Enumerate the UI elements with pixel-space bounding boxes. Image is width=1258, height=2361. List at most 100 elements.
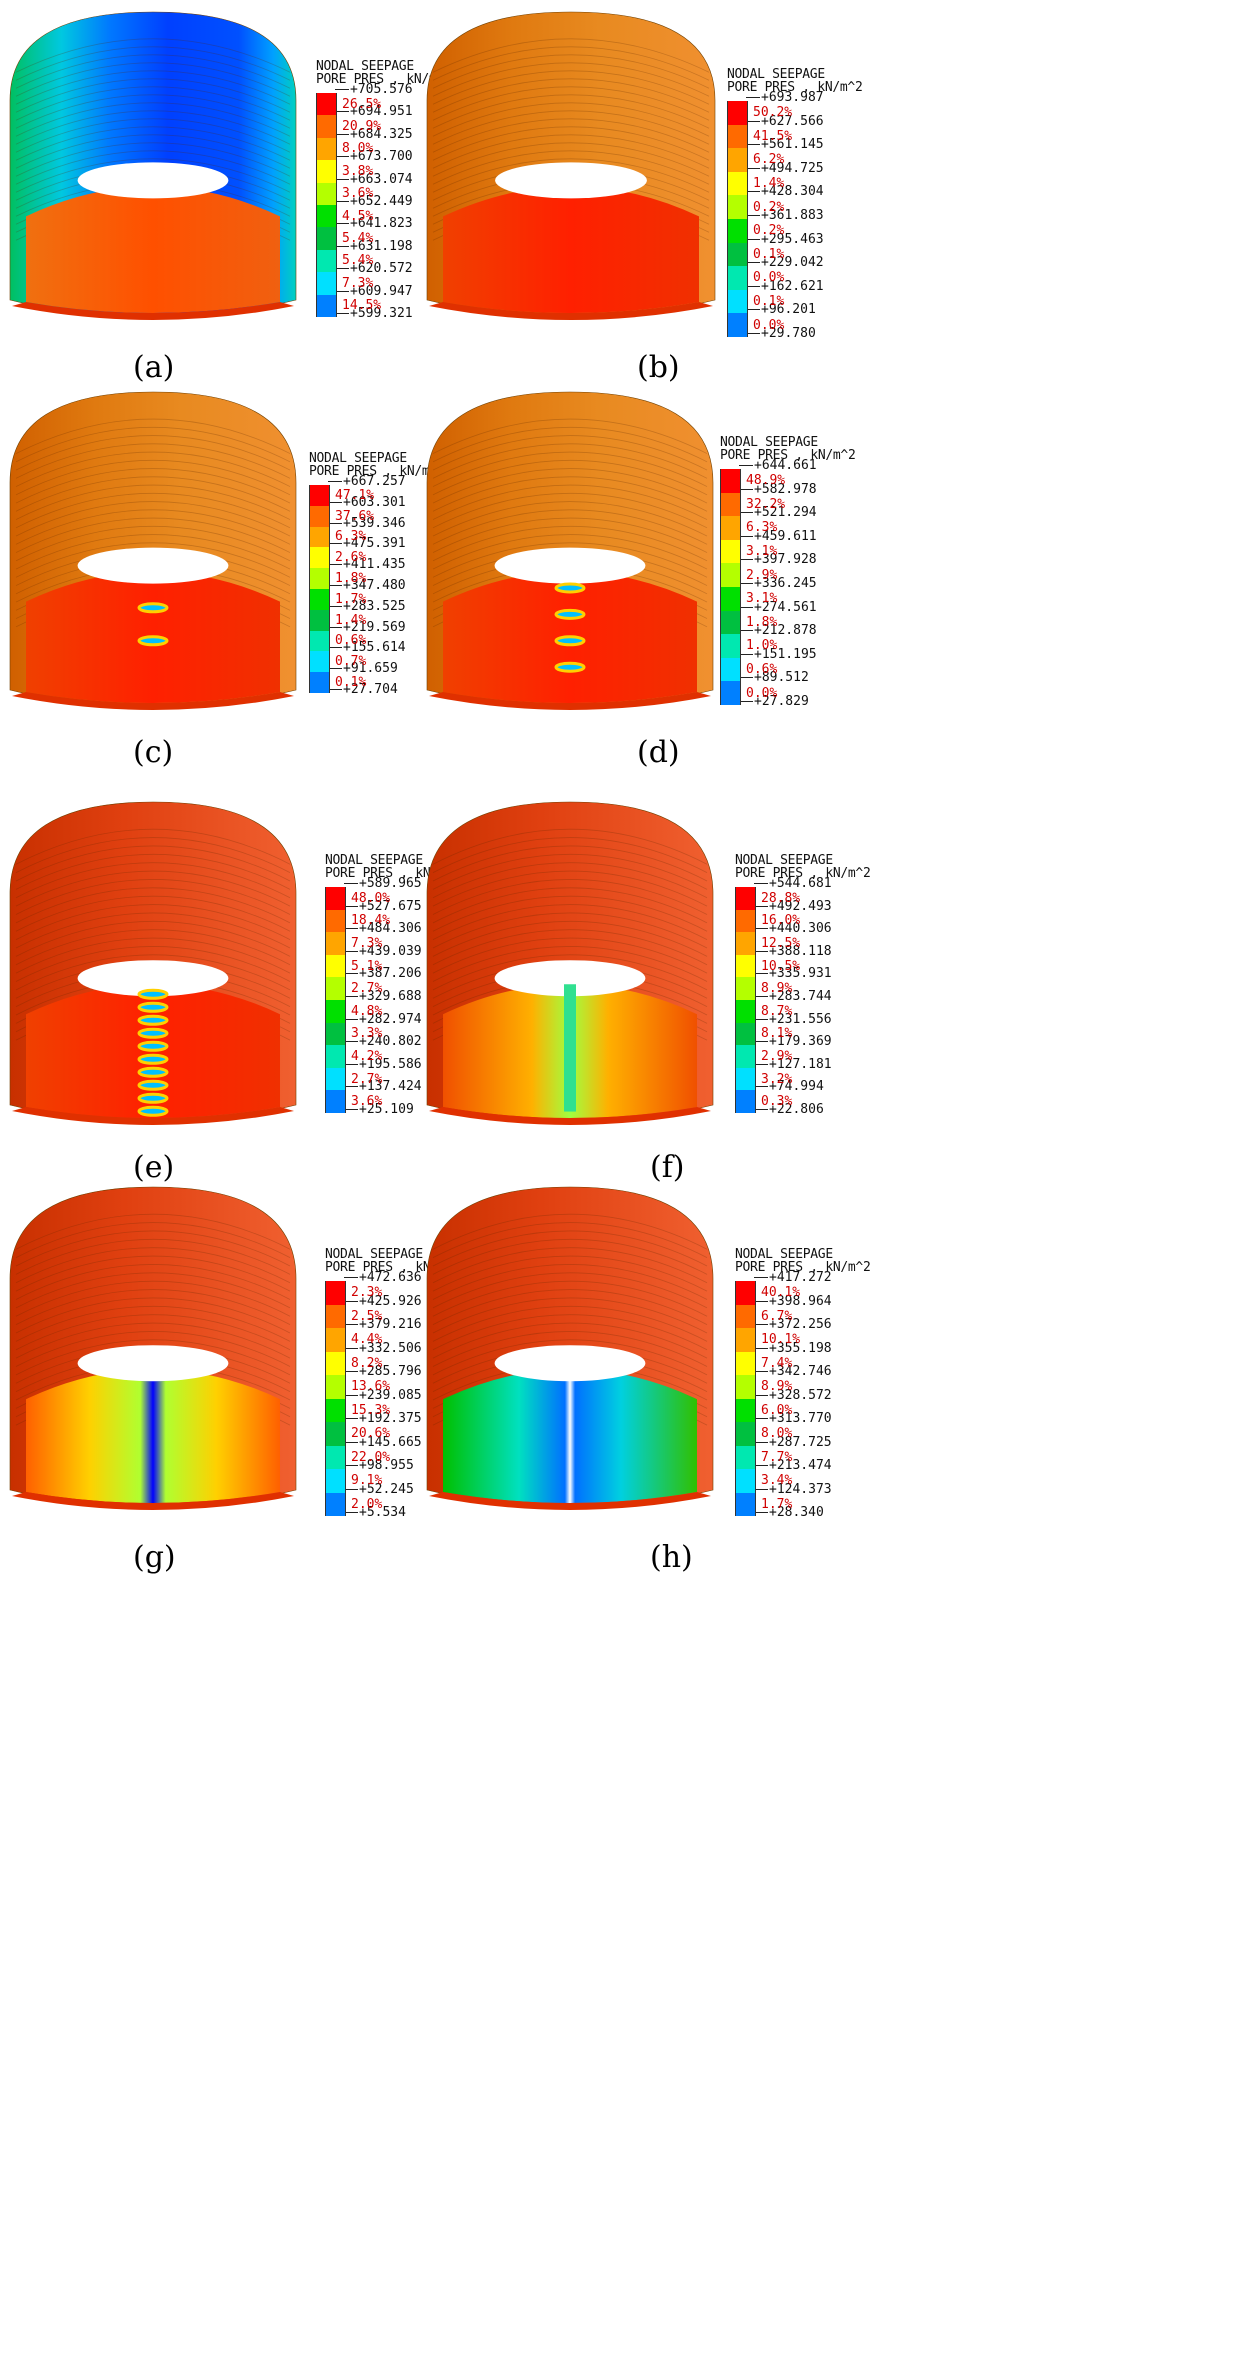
- legend-title: NODAL SEEPAGE: [316, 59, 414, 74]
- tunnel-contour-plot: [9, 801, 297, 1125]
- legend-value: +332.506: [344, 1341, 422, 1356]
- legend-row: 3.6%: [325, 1090, 382, 1113]
- legend-row: 2.7%: [325, 977, 382, 1000]
- legend-value: +283.525: [328, 599, 406, 614]
- legend-row: 0.2%: [727, 195, 784, 219]
- legend-value: +484.306: [344, 922, 422, 936]
- legend-swatch: [325, 1445, 346, 1469]
- legend-percent: 5.4%: [342, 231, 374, 247]
- legend-value: +561.145: [746, 138, 824, 152]
- panel-caption: (f): [650, 1150, 685, 1185]
- legend-swatch: [325, 1469, 346, 1493]
- legend-row: 0.0%: [727, 313, 784, 337]
- legend-swatch: [727, 266, 748, 290]
- legend-percent: 12.5%: [761, 935, 801, 951]
- panel-caption: (c): [133, 735, 173, 770]
- legend-swatch: [325, 887, 346, 910]
- color-legend: NODAL SEEPAGE PORE PRES , kN/m^2 +417.272 +…: [735, 1248, 935, 1520]
- legend-percent: 48.0%: [351, 890, 391, 906]
- legend-row: 1.7%: [309, 589, 366, 610]
- legend-row: 32.2%: [720, 492, 785, 517]
- legend-percent: 0.0%: [753, 270, 785, 286]
- legend-row: 1.0%: [720, 634, 777, 658]
- legend-value: +219.569: [328, 620, 406, 635]
- legend-value: +124.373: [754, 1482, 832, 1497]
- legend-value: +212.878: [739, 624, 817, 638]
- legend-percent: 6.7%: [761, 1308, 793, 1324]
- legend-percent: 1.7%: [761, 1496, 793, 1512]
- legend-value: +145.665: [344, 1435, 422, 1450]
- legend-value: +527.675: [344, 899, 422, 914]
- legend-percent: 7.3%: [342, 275, 374, 291]
- legend-percent: 10.5%: [761, 958, 801, 974]
- legend-percent: 5.1%: [351, 958, 383, 974]
- legend-swatch: [325, 1067, 346, 1091]
- legend-percent: 8.9%: [761, 1379, 793, 1395]
- legend-percent: 40.1%: [761, 1285, 801, 1301]
- legend-row: 8.9%: [735, 977, 792, 1000]
- legend-value: +440.306: [754, 922, 832, 936]
- legend-title: NODAL SEEPAGE: [325, 853, 423, 868]
- legend-row: 4.4%: [325, 1328, 382, 1352]
- color-legend: NODAL SEEPAGE PORE PRES , kN/m^2 +644.661 +…: [720, 436, 920, 709]
- legend-percent: 16.0%: [761, 913, 801, 929]
- legend-row: 26.5%: [316, 93, 381, 116]
- legend-swatch: [735, 887, 756, 910]
- legend-row: 14.5%: [316, 294, 381, 317]
- legend-percent: 8.0%: [761, 1426, 793, 1442]
- legend-value: +705.576: [335, 83, 413, 97]
- legend-value: +89.512: [739, 671, 809, 685]
- legend-row: 3.2%: [735, 1067, 792, 1091]
- legend-value: +27.704: [328, 683, 398, 697]
- legend-percent: 0.6%: [335, 633, 367, 649]
- legend-value: +328.572: [754, 1388, 832, 1403]
- panel-caption-text: (h): [650, 1540, 693, 1575]
- legend-row: 18.4%: [325, 909, 390, 933]
- legend-swatch: [735, 1304, 756, 1328]
- legend-row: 0.1%: [309, 672, 366, 693]
- legend-row: 4.5%: [316, 205, 373, 228]
- legend-swatch: [325, 1328, 346, 1352]
- legend-swatch: [720, 657, 741, 682]
- legend-percent: 7.3%: [351, 935, 383, 951]
- legend-value: +459.611: [739, 529, 817, 544]
- color-legend: NODAL SEEPAGE PORE PRES , kN/m^2 +544.681 +…: [735, 854, 935, 1117]
- legend-swatch: [735, 932, 756, 955]
- panel-caption-text: (d): [637, 735, 680, 770]
- legend-swatch: [325, 1045, 346, 1068]
- legend-row: 3.4%: [735, 1469, 792, 1493]
- legend-percent: 0.1%: [335, 675, 367, 691]
- legend-title: NODAL SEEPAGE: [720, 435, 818, 450]
- color-legend: NODAL SEEPAGE PORE PRES , kN/m^2 +472.636 +…: [325, 1248, 525, 1520]
- legend-percent: 1.8%: [335, 571, 367, 587]
- legend-value: +620.572: [335, 262, 413, 276]
- legend-swatch: [309, 651, 330, 673]
- panel-caption: (h): [650, 1540, 693, 1575]
- legend-swatch: [309, 485, 330, 506]
- legend-percent: 4.4%: [351, 1332, 383, 1348]
- legend-value: +673.700: [335, 150, 413, 164]
- legend-swatch: [720, 610, 741, 635]
- legend-value: +229.042: [746, 256, 824, 270]
- legend-percent: 20.6%: [351, 1426, 391, 1442]
- legend-percent: 0.3%: [761, 1094, 793, 1110]
- legend-value: +285.796: [344, 1365, 422, 1379]
- legend-percent: 2.9%: [746, 567, 778, 583]
- panel-caption-text: (a): [133, 350, 175, 385]
- legend-value: +329.688: [344, 990, 422, 1004]
- legend-percent: 1.4%: [753, 176, 785, 192]
- legend-row: 22.0%: [325, 1445, 390, 1469]
- legend-value: +96.201: [746, 303, 816, 317]
- legend-percent: 8.1%: [761, 1026, 793, 1042]
- legend-row: 2.3%: [325, 1281, 382, 1305]
- legend-percent: 6.3%: [746, 520, 778, 536]
- legend-value: +29.780: [746, 327, 816, 341]
- legend-value: +521.294: [739, 506, 817, 520]
- legend-title: NODAL SEEPAGE: [727, 67, 825, 82]
- legend-percent: 2.3%: [351, 1285, 383, 1301]
- legend-percent: 1.4%: [335, 612, 367, 628]
- legend-row: 10.5%: [735, 954, 801, 978]
- legend-swatch: [720, 469, 741, 493]
- legend-value: +74.994: [754, 1080, 824, 1094]
- legend-row: 5.4%: [316, 227, 374, 250]
